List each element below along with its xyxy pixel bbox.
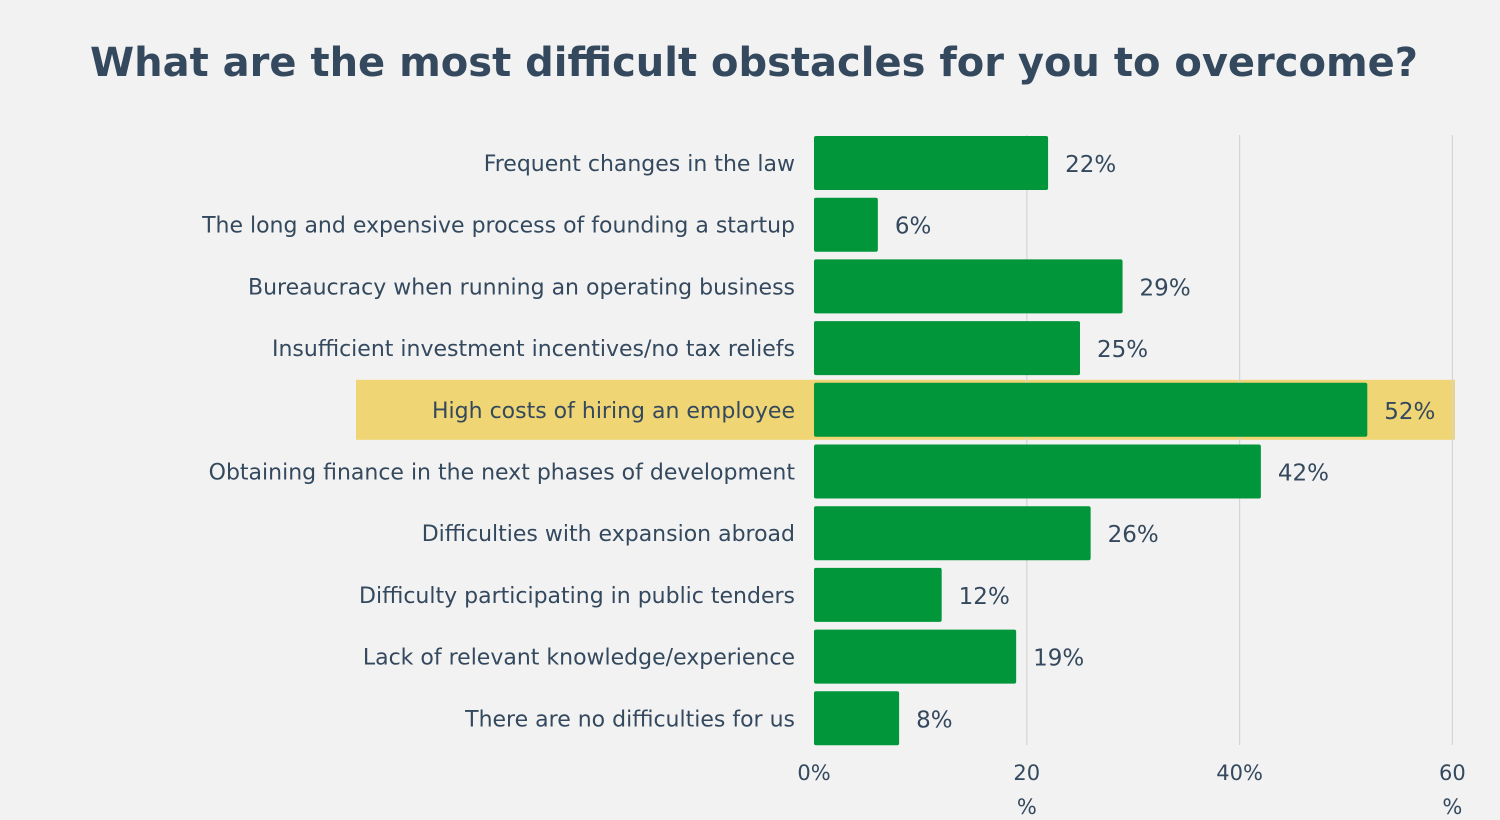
category-label: Difficulties with expansion abroad: [422, 522, 795, 547]
x-tick-label: 0%: [797, 761, 830, 785]
category-label: Frequent changes in the law: [484, 152, 795, 177]
x-tick-label: 60%: [1439, 761, 1466, 819]
category-label: Bureaucracy when running an operating bu…: [248, 275, 795, 300]
value-label: 26%: [1108, 522, 1159, 548]
category-label: Difficulty participating in public tende…: [359, 584, 795, 609]
value-label: 12%: [959, 584, 1010, 610]
bar-4[interactable]: [814, 321, 1080, 376]
category-label: Obtaining finance in the next phases of …: [209, 461, 796, 486]
value-label: 22%: [1065, 152, 1116, 178]
value-label: 29%: [1140, 275, 1191, 301]
bar-5[interactable]: [814, 382, 1368, 437]
value-label: 52%: [1384, 399, 1435, 425]
x-tick-label: 20%: [1013, 761, 1040, 819]
bar-9[interactable]: [814, 629, 1017, 684]
bar-8[interactable]: [814, 567, 942, 622]
bar-6[interactable]: [814, 444, 1261, 499]
bar-10[interactable]: [814, 691, 900, 746]
bar-1[interactable]: [814, 136, 1049, 190]
category-label: Lack of relevant knowledge/experience: [363, 646, 795, 671]
x-tick-label: 40%: [1216, 761, 1263, 785]
bar-2[interactable]: [814, 197, 878, 252]
value-label: 42%: [1278, 461, 1329, 487]
category-label: There are no difficulties for us: [464, 707, 795, 732]
bar-7[interactable]: [814, 506, 1091, 561]
chart-title: What are the most difficult obstacles fo…: [90, 40, 1418, 86]
value-label: 6%: [895, 214, 932, 240]
value-label: 25%: [1097, 337, 1148, 363]
value-label: 8%: [916, 707, 953, 733]
category-label: High costs of hiring an employee: [432, 399, 795, 424]
bar-3[interactable]: [814, 259, 1123, 314]
value-label: 19%: [1033, 646, 1084, 672]
category-label: The long and expensive process of foundi…: [201, 214, 795, 239]
category-label: Insufficient investment incentives/no ta…: [272, 337, 795, 362]
